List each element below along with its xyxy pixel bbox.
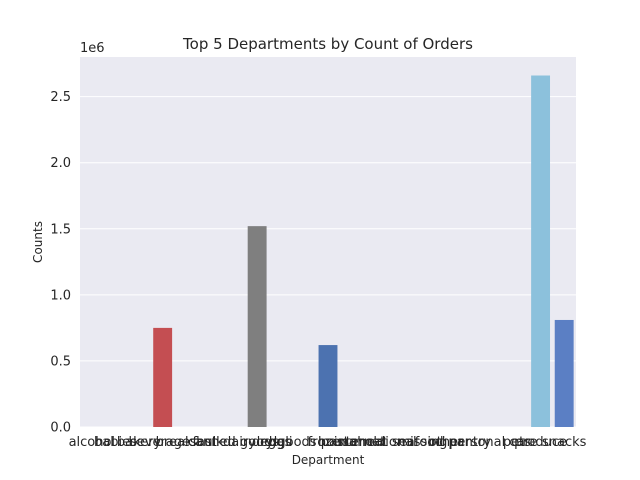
x-tick-label: deli	[269, 435, 292, 450]
bar-beverages	[153, 327, 173, 427]
x-axis-label: Department	[292, 453, 365, 467]
y-tick-label: 0.0	[50, 421, 71, 436]
y-tick-label: 1.0	[50, 288, 71, 303]
x-tick-label: meat seafood	[354, 435, 443, 450]
y-multiplier: 1e6	[80, 41, 105, 56]
chart-title: Top 5 Departments by Count of Orders	[182, 35, 473, 53]
x-tick-label: dry goods pasta	[252, 435, 357, 450]
x-tick-label: international	[334, 435, 417, 450]
x-tick-label: canned goods	[188, 435, 279, 450]
x-tick-label: other	[429, 435, 464, 450]
bar-dairy-eggs	[247, 226, 267, 427]
bars	[153, 75, 574, 427]
x-tick-label: household	[318, 435, 385, 450]
y-tick-label: 2.0	[50, 156, 71, 171]
x-tick-label: personal care	[449, 435, 537, 450]
y-axis-label: Counts	[31, 221, 45, 263]
x-tick-label: beverages	[129, 435, 198, 450]
x-tick-label: snacks	[542, 435, 587, 450]
y-tick-labels: 0.0 0.5 1.0 1.5 2.0 2.5	[50, 90, 71, 435]
bar-snacks	[554, 319, 574, 427]
bar-produce	[531, 75, 551, 427]
x-tick-label: breakfast	[156, 435, 217, 450]
x-tick-label: bulk	[196, 435, 224, 450]
x-tick-label: dairy eggs	[223, 435, 292, 450]
bar-frozen	[318, 345, 338, 427]
x-tick-label: produce	[514, 435, 567, 450]
x-tick-label: missing	[398, 435, 448, 450]
y-tick-label: 2.5	[50, 90, 71, 105]
y-tick-label: 0.5	[50, 354, 71, 369]
x-tick-label: pets	[503, 435, 531, 450]
x-tick-label: alcohol	[69, 435, 115, 450]
x-tick-labels: alcoholbabiesbakerybeveragesbreakfastbul…	[69, 435, 587, 450]
y-tick-label: 1.5	[50, 222, 71, 237]
x-tick-label: bakery	[117, 435, 162, 450]
x-tick-label: babies	[94, 435, 137, 450]
x-tick-label: frozen	[308, 435, 349, 450]
x-tick-label: pantry	[448, 435, 491, 450]
